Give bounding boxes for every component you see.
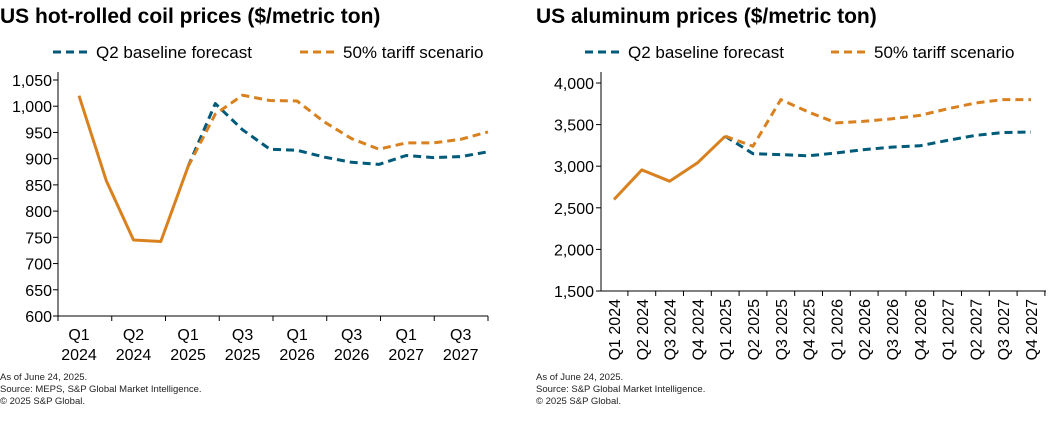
hrc-y-tick-label: 650 (25, 283, 52, 300)
hrc-y-tick-label: 800 (25, 204, 52, 221)
aluminum-footnote: As of June 24, 2025. Source: S&P Global … (536, 372, 705, 408)
hrc-footnote-source: Source: MEPS, S&P Global Market Intellig… (0, 384, 202, 395)
aluminum-series-history (612, 135, 727, 201)
aluminum-footnote-date: As of June 24, 2025. (536, 372, 624, 383)
hrc-series (77, 93, 489, 243)
hrc-y-tick-label: 1,000 (12, 99, 52, 116)
hrc-legend: Q2 baseline forecast 50% tariff scenario (53, 43, 483, 62)
aluminum-y-tick-label: 3,500 (554, 118, 594, 135)
aluminum-footnote-copyright: © 2025 S&P Global. (536, 396, 621, 407)
hrc-x-tick-label: Q1 (68, 327, 89, 344)
aluminum-chart-title: US aluminum prices ($/metric ton) (536, 5, 877, 28)
hrc-x-tick-label: 2027 (388, 347, 424, 364)
hrc-x-tick-label: Q3 (450, 327, 471, 344)
aluminum-x-tick-label: Q2 2024 (635, 299, 652, 360)
aluminum-y-tick-label: 2,000 (554, 242, 594, 259)
hrc-x-tick-label: Q1 (286, 327, 307, 344)
aluminum-series (612, 98, 1032, 201)
hrc-series-50-tariff-scenario (186, 93, 489, 168)
hrc-x-tick-label: Q1 (396, 327, 417, 344)
hrc-chart-title: US hot-rolled coil prices ($/metric ton) (0, 5, 380, 28)
hrc-footnote-copyright: © 2025 S&P Global. (0, 396, 85, 407)
hrc-y-tick-label: 700 (25, 257, 52, 274)
hrc-x-tick-label: Q1 (177, 327, 198, 344)
aluminum-x-tick-label: Q1 2027 (941, 299, 958, 360)
aluminum-x-tick-label: Q3 2024 (663, 299, 680, 360)
hrc-x-tick-label: 2026 (334, 347, 370, 364)
aluminum-x-tick-label: Q4 2025 (802, 299, 819, 360)
hrc-x-tick-label: Q2 (123, 327, 144, 344)
hrc-footnote-date: As of June 24, 2025. (0, 372, 88, 383)
aluminum-x-tick-label: Q3 2026 (885, 299, 902, 360)
aluminum-y-tick-label: 4,000 (554, 76, 594, 93)
hrc-x-tick-label: 2025 (225, 347, 261, 364)
aluminum-y-tick-label: 3,000 (554, 159, 594, 176)
aluminum-x-tick-label: Q1 2024 (607, 299, 624, 360)
aluminum-y-tick-label: 2,500 (554, 201, 594, 218)
aluminum-x-tick-label: Q4 2026 (913, 299, 930, 360)
hrc-y-tick-label: 750 (25, 230, 52, 247)
aluminum-legend-tariff-label: 50% tariff scenario (874, 43, 1014, 62)
hrc-x-tick-label: 2025 (170, 347, 206, 364)
aluminum-legend-baseline-label: Q2 baseline forecast (628, 43, 784, 62)
hrc-x-tick-label: 2024 (116, 347, 152, 364)
hrc-y-tick-label: 950 (25, 125, 52, 142)
hrc-y-ticks: 600 650 700 750 800 850 900 950 1,000 1,050 (12, 73, 58, 326)
hrc-x-tick-label: 2027 (443, 347, 479, 364)
aluminum-legend: Q2 baseline forecast 50% tariff scenario (585, 43, 1014, 62)
aluminum-y-ticks: 1,500 2,000 2,500 3,000 3,500 4,000 (554, 76, 601, 301)
hrc-y-tick-label: 900 (25, 152, 52, 169)
aluminum-x-tick-label: Q3 2027 (996, 299, 1013, 360)
hrc-y-tick-label: 600 (25, 309, 52, 326)
hrc-legend-baseline-label: Q2 baseline forecast (96, 43, 252, 62)
hrc-footnote: As of June 24, 2025. Source: MEPS, S&P G… (0, 372, 202, 408)
hrc-legend-tariff-label: 50% tariff scenario (343, 43, 483, 62)
aluminum-x-tick-label: Q1 2026 (829, 299, 846, 360)
aluminum-x-tick-label: Q1 2025 (718, 299, 735, 360)
aluminum-footnote-source: Source: S&P Global Market Intelligence. (536, 384, 706, 395)
hrc-series-q2-baseline-forecast (186, 102, 489, 168)
aluminum-x-ticks: Q1 2024 Q2 2024 Q3 2024 Q4 2024 Q1 2025 Q2 20… (607, 291, 1046, 360)
aluminum-series-50-tariff-scenario (724, 98, 1031, 148)
aluminum-y-tick-label: 1,500 (554, 284, 594, 301)
aluminum-chart: US aluminum prices ($/metric ton) Q2 bas… (536, 5, 1046, 360)
aluminum-x-tick-label: Q2 2025 (746, 299, 763, 360)
hrc-x-tick-label: 2026 (279, 347, 315, 364)
aluminum-series-q2-baseline-forecast (724, 130, 1032, 158)
hrc-x-ticks: Q1 2024 Q2 2024 Q1 2025 Q3 2025 Q1 2026 Q3 2026 Q1 20… (57, 316, 489, 364)
hrc-series-history (77, 95, 190, 243)
hrc-chart: US hot-rolled coil prices ($/metric ton)… (0, 5, 489, 364)
aluminum-x-tick-label: Q4 2027 (1024, 299, 1041, 360)
hrc-x-tick-label: 2024 (61, 347, 97, 364)
hrc-x-tick-label: Q3 (341, 327, 362, 344)
hrc-y-tick-label: 1,050 (12, 73, 52, 90)
hrc-y-tick-label: 850 (25, 178, 52, 195)
aluminum-x-tick-label: Q4 2024 (690, 299, 707, 360)
aluminum-x-tick-label: Q3 2025 (774, 299, 791, 360)
aluminum-x-tick-label: Q2 2027 (968, 299, 985, 360)
aluminum-x-tick-label: Q2 2026 (857, 299, 874, 360)
hrc-x-tick-label: Q3 (232, 327, 253, 344)
